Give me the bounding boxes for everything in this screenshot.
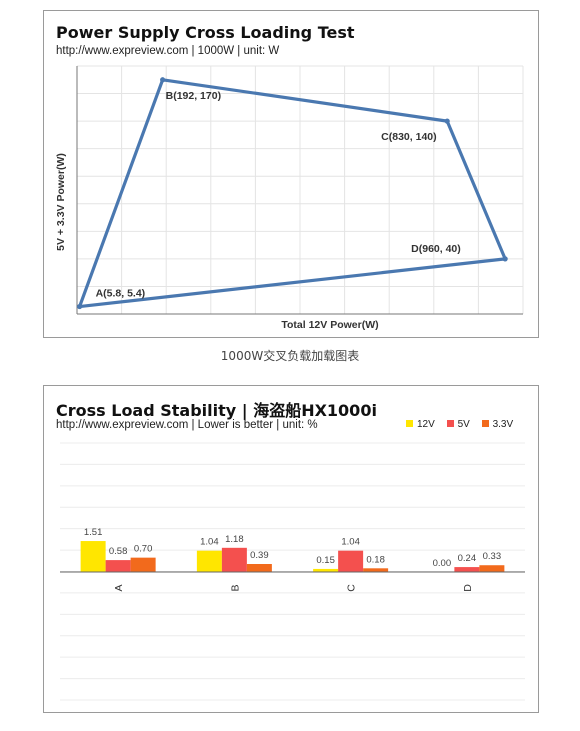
legend-item-5v: 5V: [446, 419, 470, 430]
chart2-legend: 12V 5V 3.3V: [406, 419, 522, 430]
data-point-label: A(5.8, 5.4): [96, 288, 146, 300]
bar-value-label: 0.18: [366, 554, 385, 565]
bar-a-12V: [80, 541, 106, 572]
cross-loading-chart-panel: Power Supply Cross Loading Test http://w…: [43, 10, 539, 338]
legend-label: 5V: [457, 419, 470, 430]
x-axis-title: Total 12V Power(W): [281, 319, 378, 331]
legend-item-12v: 12V: [406, 419, 435, 430]
bar-value-label: 1.51: [84, 527, 103, 538]
legend-swatch: [406, 420, 413, 427]
chart1-subtitle: http://www.expreview.com | 1000W | unit:…: [56, 45, 280, 57]
legend-item-3v3: 3.3V: [481, 419, 514, 430]
bar-c-5V: [338, 550, 364, 572]
bar-b-5V: [221, 547, 247, 572]
bar-value-label: 0.24: [458, 553, 477, 564]
cross-loading-plot: A(5.8, 5.4) B(192, 170) C(830, 140) D(960, …: [55, 65, 524, 331]
chart1-caption: 1000W交叉负载加载图表: [220, 349, 360, 363]
data-point-label: D(960, 40): [411, 243, 461, 255]
data-point-2: [444, 118, 450, 124]
category-tick-label: B: [229, 584, 241, 591]
bar-value-label: 0.39: [250, 550, 269, 561]
bar-value-label: 0.33: [483, 551, 502, 562]
data-point-label: C(830, 140): [381, 131, 436, 143]
category-tick-label: A: [113, 584, 125, 591]
legend-label: 3.3V: [492, 419, 514, 430]
chart2-title: Cross Load Stability | 海盗船HX1000i: [56, 401, 377, 420]
cross-load-stability-panel: Cross Load Stability | 海盗船HX1000i http:/…: [43, 385, 539, 713]
cross-load-boundary-line: [77, 78, 507, 309]
bar-c-12V: [313, 568, 339, 572]
y-axis-title: 5V + 3.3V Power(W): [55, 153, 67, 251]
bar-b-33V: [246, 564, 272, 572]
bar-value-label: 1.04: [341, 537, 360, 548]
chart1-title: Power Supply Cross Loading Test: [56, 23, 355, 42]
stability-bar-chart: 1.51 0.58 0.70 A 1.04 1.18 0.39 B 0.15 1.04 0.18 C 0…: [60, 442, 525, 701]
bar-d-5V: [454, 567, 480, 572]
bar-value-label: 0.70: [134, 544, 153, 555]
data-point-3: [502, 256, 508, 262]
bar-value-label: 1.04: [200, 537, 219, 548]
bar-value-label: 0.15: [316, 555, 335, 566]
bar-value-label: 0.58: [109, 546, 128, 557]
bar-d-33V: [479, 565, 505, 572]
bar-c-33V: [363, 568, 389, 572]
category-tick-label: D: [462, 584, 474, 592]
legend-label: 12V: [417, 419, 435, 430]
bar-a-33V: [130, 557, 156, 572]
category-tick-label: C: [346, 584, 358, 592]
bar-b-12V: [196, 550, 222, 572]
legend-swatch: [446, 420, 454, 427]
chart2-subtitle: http://www.expreview.com | Lower is bett…: [56, 419, 318, 431]
data-point-0: [76, 303, 83, 310]
bar-value-label: 0.00: [433, 558, 452, 569]
legend-swatch: [481, 420, 489, 427]
bar-value-label: 1.18: [225, 534, 244, 545]
data-point-1: [160, 77, 166, 83]
data-point-label: B(192, 170): [166, 90, 221, 102]
bar-a-5V: [105, 560, 131, 572]
